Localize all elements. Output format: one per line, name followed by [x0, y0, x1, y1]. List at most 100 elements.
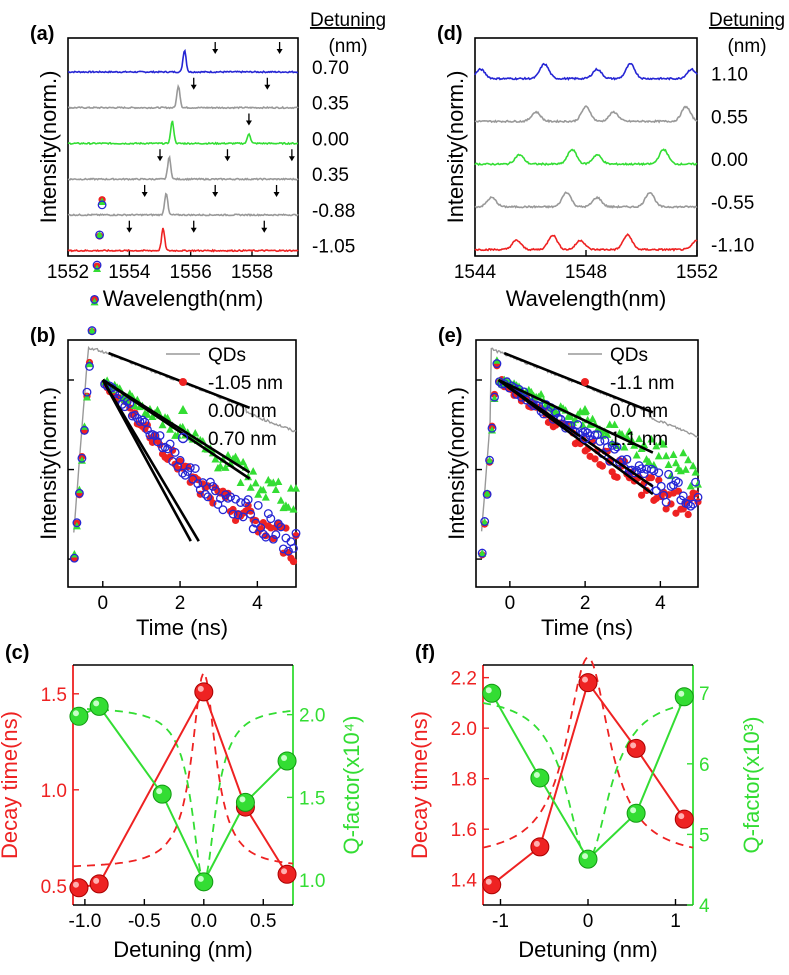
decay-point — [530, 837, 550, 857]
data-point — [93, 264, 102, 272]
spectrum-line — [474, 233, 698, 252]
data-point — [526, 398, 536, 408]
spectrum-line — [474, 62, 698, 81]
legend-label: 1.1 nm — [610, 429, 668, 450]
data-point — [684, 455, 693, 464]
data-point — [662, 505, 670, 513]
right-tick-label: 1.0 — [299, 871, 325, 892]
panel-d-frame — [474, 37, 698, 257]
decay-point-highlight — [630, 742, 637, 749]
q-line — [78, 705, 288, 885]
decay-point — [69, 878, 89, 898]
data-point — [664, 469, 674, 479]
data-point — [617, 430, 626, 438]
panel-f-xlabel: Detuning (nm) — [518, 937, 657, 962]
data-point — [681, 465, 690, 473]
data-point — [158, 420, 167, 429]
data-point — [289, 557, 298, 566]
panel-a-legend-title: Detuning — [310, 10, 386, 31]
fit-line — [102, 378, 251, 474]
fit-line — [101, 379, 200, 542]
data-point — [208, 481, 218, 491]
panel-c-ylabel: Decay time(ns) — [0, 711, 22, 859]
series-detuning-label: 0.70 — [312, 58, 349, 79]
data-point — [289, 543, 298, 553]
data-point — [620, 442, 629, 451]
data-point — [292, 484, 300, 492]
data-point — [142, 425, 152, 435]
data-point — [284, 503, 293, 511]
legend-swatch — [177, 432, 189, 444]
data-point — [243, 495, 253, 505]
data-point — [671, 458, 680, 467]
q-point-highlight — [239, 796, 246, 803]
data-point — [185, 463, 195, 473]
data-point — [551, 408, 561, 418]
panel-b-ylabel: Intensity(norm.) — [36, 387, 61, 540]
data-point — [672, 509, 680, 517]
data-point — [90, 294, 99, 304]
panel-d-label: (d) — [437, 23, 463, 45]
fit-line — [108, 351, 251, 410]
mode-arrow-head — [288, 156, 295, 162]
left-tick-label: 1.8 — [451, 770, 477, 791]
data-point — [591, 455, 599, 463]
data-point — [691, 477, 700, 487]
data-point — [251, 478, 260, 487]
right-tick-label: 2.0 — [299, 706, 325, 727]
data-point — [247, 507, 255, 515]
data-point — [72, 521, 81, 530]
data-point — [483, 489, 492, 497]
data-point — [95, 230, 105, 240]
data-point — [693, 492, 703, 502]
data-point — [85, 361, 94, 371]
spectrum-line — [67, 48, 299, 74]
data-point — [622, 454, 632, 464]
data-point — [191, 429, 200, 437]
mode-arrow-head — [212, 49, 219, 55]
mode-arrow-head — [276, 49, 283, 55]
q-point — [89, 696, 109, 716]
data-point — [175, 455, 185, 465]
data-point — [612, 442, 622, 452]
fit-line — [497, 378, 654, 488]
left-tick-label: 1.5 — [41, 685, 67, 706]
decay-theory-curve — [73, 671, 294, 868]
data-point — [80, 425, 89, 435]
panel-d-ylabel: Intensity(norm.) — [443, 71, 468, 224]
data-point — [213, 499, 223, 509]
data-point — [625, 427, 634, 435]
q-point-highlight — [678, 690, 685, 697]
legend-swatch — [581, 378, 589, 386]
panel-d-xlabel: Wavelength(nm) — [506, 286, 667, 311]
data-point — [228, 509, 238, 519]
panel-a-x-tick-label: 1552 — [47, 262, 89, 283]
q-point — [530, 768, 550, 788]
data-point — [639, 469, 649, 479]
data-point — [603, 430, 612, 438]
data-point — [644, 457, 653, 466]
data-point — [291, 528, 301, 538]
data-point — [662, 451, 671, 460]
q-point-highlight — [93, 700, 100, 707]
left-tick-label: 1.4 — [451, 871, 478, 892]
data-point — [150, 431, 160, 441]
data-point — [236, 498, 246, 507]
data-point — [72, 518, 82, 528]
data-point — [656, 481, 666, 491]
series-detuning-label: 0.00 — [312, 129, 349, 150]
data-point — [667, 500, 675, 508]
q-point-highlight — [156, 788, 163, 795]
data-point — [85, 359, 94, 368]
panel-f-ylabel: Decay time(ns) — [407, 711, 432, 859]
data-point — [283, 546, 293, 556]
panel-a-ylabel: Intensity(norm.) — [36, 71, 61, 224]
panel-e-x-tick-label: 2 — [580, 593, 591, 614]
data-point — [490, 390, 499, 399]
data-point — [251, 518, 261, 528]
legend-label: QDs — [610, 345, 648, 366]
panel-b-x-tick-label: 2 — [175, 593, 186, 614]
data-point — [178, 468, 188, 478]
panel-e-xlabel: Time (ns) — [541, 615, 633, 640]
data-point — [649, 460, 658, 469]
